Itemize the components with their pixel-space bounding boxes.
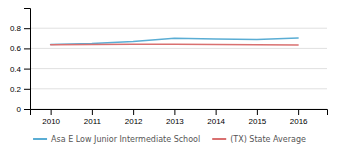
tick-mark	[92, 109, 93, 115]
tick-label: 0.8	[10, 24, 22, 33]
tick: 0	[17, 105, 30, 114]
tick-mark	[24, 69, 30, 70]
tick: 0.2	[10, 85, 30, 94]
legend-item: (TX) State Average	[212, 135, 306, 144]
legend-item: Asa E Low Junior Intermediate School	[33, 135, 200, 144]
grid-line	[30, 48, 327, 49]
legend: Asa E Low Junior Intermediate School (TX)…	[33, 135, 306, 144]
lines	[51, 38, 299, 45]
tick-label: 2014	[207, 117, 225, 126]
tick: 2014	[207, 109, 225, 126]
tick-mark	[24, 89, 30, 90]
grid-line	[30, 28, 327, 29]
tick: 0.4	[10, 65, 30, 74]
grid-line	[30, 88, 327, 89]
grid-line	[30, 68, 327, 69]
tick-label: 2016	[290, 117, 308, 126]
tick-mark	[133, 109, 134, 115]
tick-label: 0.2	[10, 85, 22, 94]
tick-label: 0.6	[10, 44, 22, 53]
tick-label: 0.4	[10, 65, 22, 74]
series-line	[51, 38, 299, 44]
legend-swatch	[212, 138, 226, 140]
tick-label: 2010	[42, 117, 60, 126]
tick-mark	[216, 109, 217, 115]
grid	[30, 28, 327, 109]
tick-mark	[298, 109, 299, 115]
y-axis: 0 0.2 0.4 0.6 0.8	[10, 9, 31, 115]
tick-label: 2015	[248, 117, 266, 126]
chart: 2010 2011 2012 2013 2014 2015 2016 0 0.2 0.4 0.6 0.…	[0, 0, 339, 149]
tick-label: 2013	[166, 117, 184, 126]
axis-line	[31, 110, 328, 116]
tick-label: 2011	[84, 117, 102, 126]
tick-mark	[257, 109, 258, 115]
legend-label: Asa E Low Junior Intermediate School	[51, 135, 200, 144]
tick-mark	[24, 28, 30, 29]
legend-swatch	[33, 138, 47, 140]
x-axis: 2010 2011 2012 2013 2014 2015 2016	[31, 109, 328, 126]
tick-mark	[174, 109, 175, 115]
tick-mark	[24, 48, 30, 49]
legend-label: (TX) State Average	[230, 135, 306, 144]
tick: 2016	[290, 109, 308, 126]
tick-label: 2012	[125, 117, 143, 126]
axis-line	[24, 9, 31, 110]
tick-mark	[51, 109, 52, 115]
tick-label: 0	[17, 105, 22, 114]
tick: 2013	[166, 109, 184, 126]
tick: 2010	[42, 109, 60, 126]
series-line	[51, 44, 299, 46]
tick: 2011	[84, 109, 102, 126]
tick: 0.8	[10, 24, 30, 33]
tick: 0.6	[10, 44, 30, 53]
tick: 2012	[125, 109, 143, 126]
plot: 2010 2011 2012 2013 2014 2015 2016 0 0.2 0.4 0.6 0.…	[10, 9, 328, 126]
tick-mark	[24, 109, 30, 110]
tick: 2015	[248, 109, 266, 126]
